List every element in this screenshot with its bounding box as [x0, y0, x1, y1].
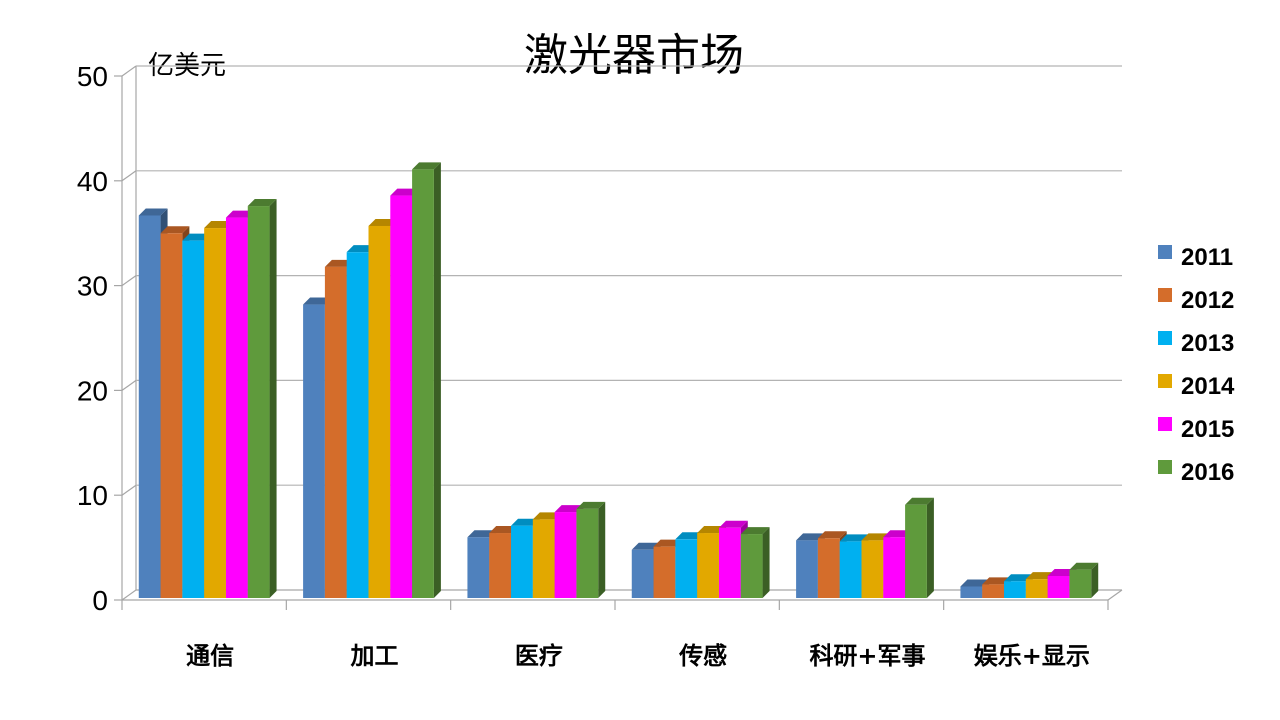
y-tick-label: 40	[77, 166, 108, 197]
bar-2016-通信	[247, 199, 277, 598]
bar-2016-医疗	[576, 501, 606, 598]
legend-label: 2012	[1181, 287, 1234, 314]
y-tick-label: 30	[77, 271, 108, 302]
legend-swatch	[1158, 288, 1172, 302]
legend-item-2016: 2016	[1158, 459, 1234, 486]
legend-label: 2015	[1181, 416, 1234, 443]
chart-title: 激光器市场	[524, 30, 744, 81]
y-axis-ticks: 0 10 20 30 40 50	[77, 61, 108, 616]
x-tick-label: 加工	[351, 642, 399, 670]
legend-swatch	[1158, 374, 1172, 388]
legend-label: 2014	[1181, 373, 1235, 400]
x-tick-label: 传感	[678, 642, 727, 670]
legend-item-2013: 2013	[1158, 330, 1234, 357]
legend-swatch	[1158, 417, 1172, 431]
x-tick-label: 科研+军事	[809, 642, 925, 670]
legend: 2011 2012 2013 2014 2015 2016	[1158, 244, 1235, 486]
legend-item-2012: 2012	[1158, 287, 1234, 314]
bar-2016-加工	[412, 162, 441, 599]
legend-label: 2011	[1181, 244, 1233, 271]
bars	[138, 162, 1099, 599]
y-tick-label: 0	[92, 585, 108, 616]
legend-item-2015: 2015	[1158, 416, 1234, 443]
gridlines	[114, 65, 1123, 610]
x-axis-ticks: 通信 加工 医疗 传感 科研+军事 娱乐+显示	[186, 642, 1090, 670]
y-tick-label: 10	[77, 480, 108, 511]
bar-2016-娱乐+显示	[1069, 562, 1099, 598]
bar-2016-传感	[740, 527, 770, 598]
x-tick-label: 通信	[186, 642, 234, 670]
legend-swatch	[1158, 245, 1172, 259]
y-tick-label: 20	[77, 375, 108, 406]
legend-swatch	[1158, 460, 1172, 474]
bar-2016-科研+军事	[905, 497, 934, 598]
x-tick-label: 医疗	[515, 642, 563, 670]
legend-item-2011: 2011	[1158, 244, 1233, 271]
legend-label: 2013	[1181, 330, 1234, 357]
x-tick-label: 娱乐+显示	[974, 642, 1090, 670]
legend-label: 2016	[1181, 459, 1234, 486]
legend-swatch	[1158, 331, 1172, 345]
legend-item-2014: 2014	[1158, 373, 1235, 400]
y-tick-label: 50	[77, 61, 108, 92]
